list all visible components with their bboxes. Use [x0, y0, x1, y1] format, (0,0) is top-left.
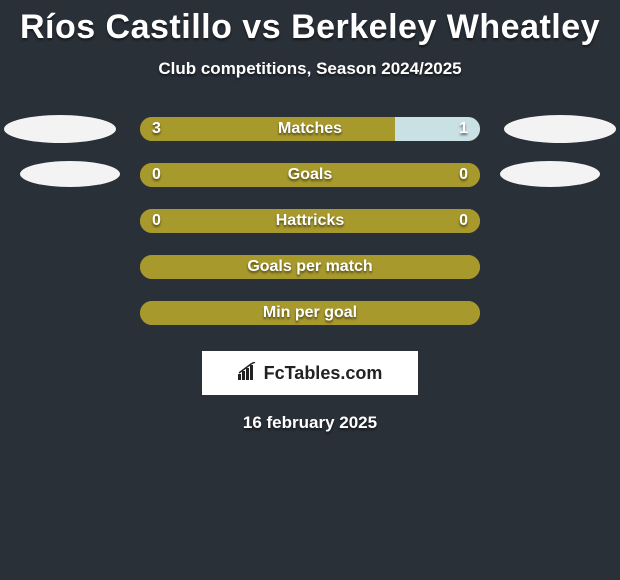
- stat-bar: 31Matches: [140, 117, 480, 141]
- brand-label: FcTables.com: [238, 362, 383, 385]
- stat-rows: 31Matches 00Goals 00Hattricks Goals per mat…: [0, 117, 620, 325]
- stat-label: Goals: [140, 163, 480, 187]
- player-right-oval: [504, 115, 616, 143]
- stat-bar: 00Hattricks: [140, 209, 480, 233]
- stat-row: Min per goal: [0, 301, 620, 325]
- player-right-oval: [500, 161, 600, 187]
- brand-box: FcTables.com: [202, 351, 418, 395]
- stat-bar: Min per goal: [140, 301, 480, 325]
- date-line: 16 february 2025: [0, 413, 620, 433]
- stat-row: Goals per match: [0, 255, 620, 279]
- brand-text: FcTables.com: [264, 363, 383, 384]
- stat-row: 00Hattricks: [0, 209, 620, 233]
- player-left-oval: [20, 161, 120, 187]
- stat-bar: 00Goals: [140, 163, 480, 187]
- subtitle: Club competitions, Season 2024/2025: [0, 59, 620, 79]
- stat-label: Min per goal: [140, 301, 480, 325]
- player-left-oval: [4, 115, 116, 143]
- page-title: Ríos Castillo vs Berkeley Wheatley: [0, 0, 620, 47]
- stat-row: 31Matches: [0, 117, 620, 141]
- stat-bar: Goals per match: [140, 255, 480, 279]
- bar-chart-icon: [238, 362, 260, 385]
- stat-row: 00Goals: [0, 163, 620, 187]
- stat-label: Matches: [140, 117, 480, 141]
- stat-label: Goals per match: [140, 255, 480, 279]
- stat-label: Hattricks: [140, 209, 480, 233]
